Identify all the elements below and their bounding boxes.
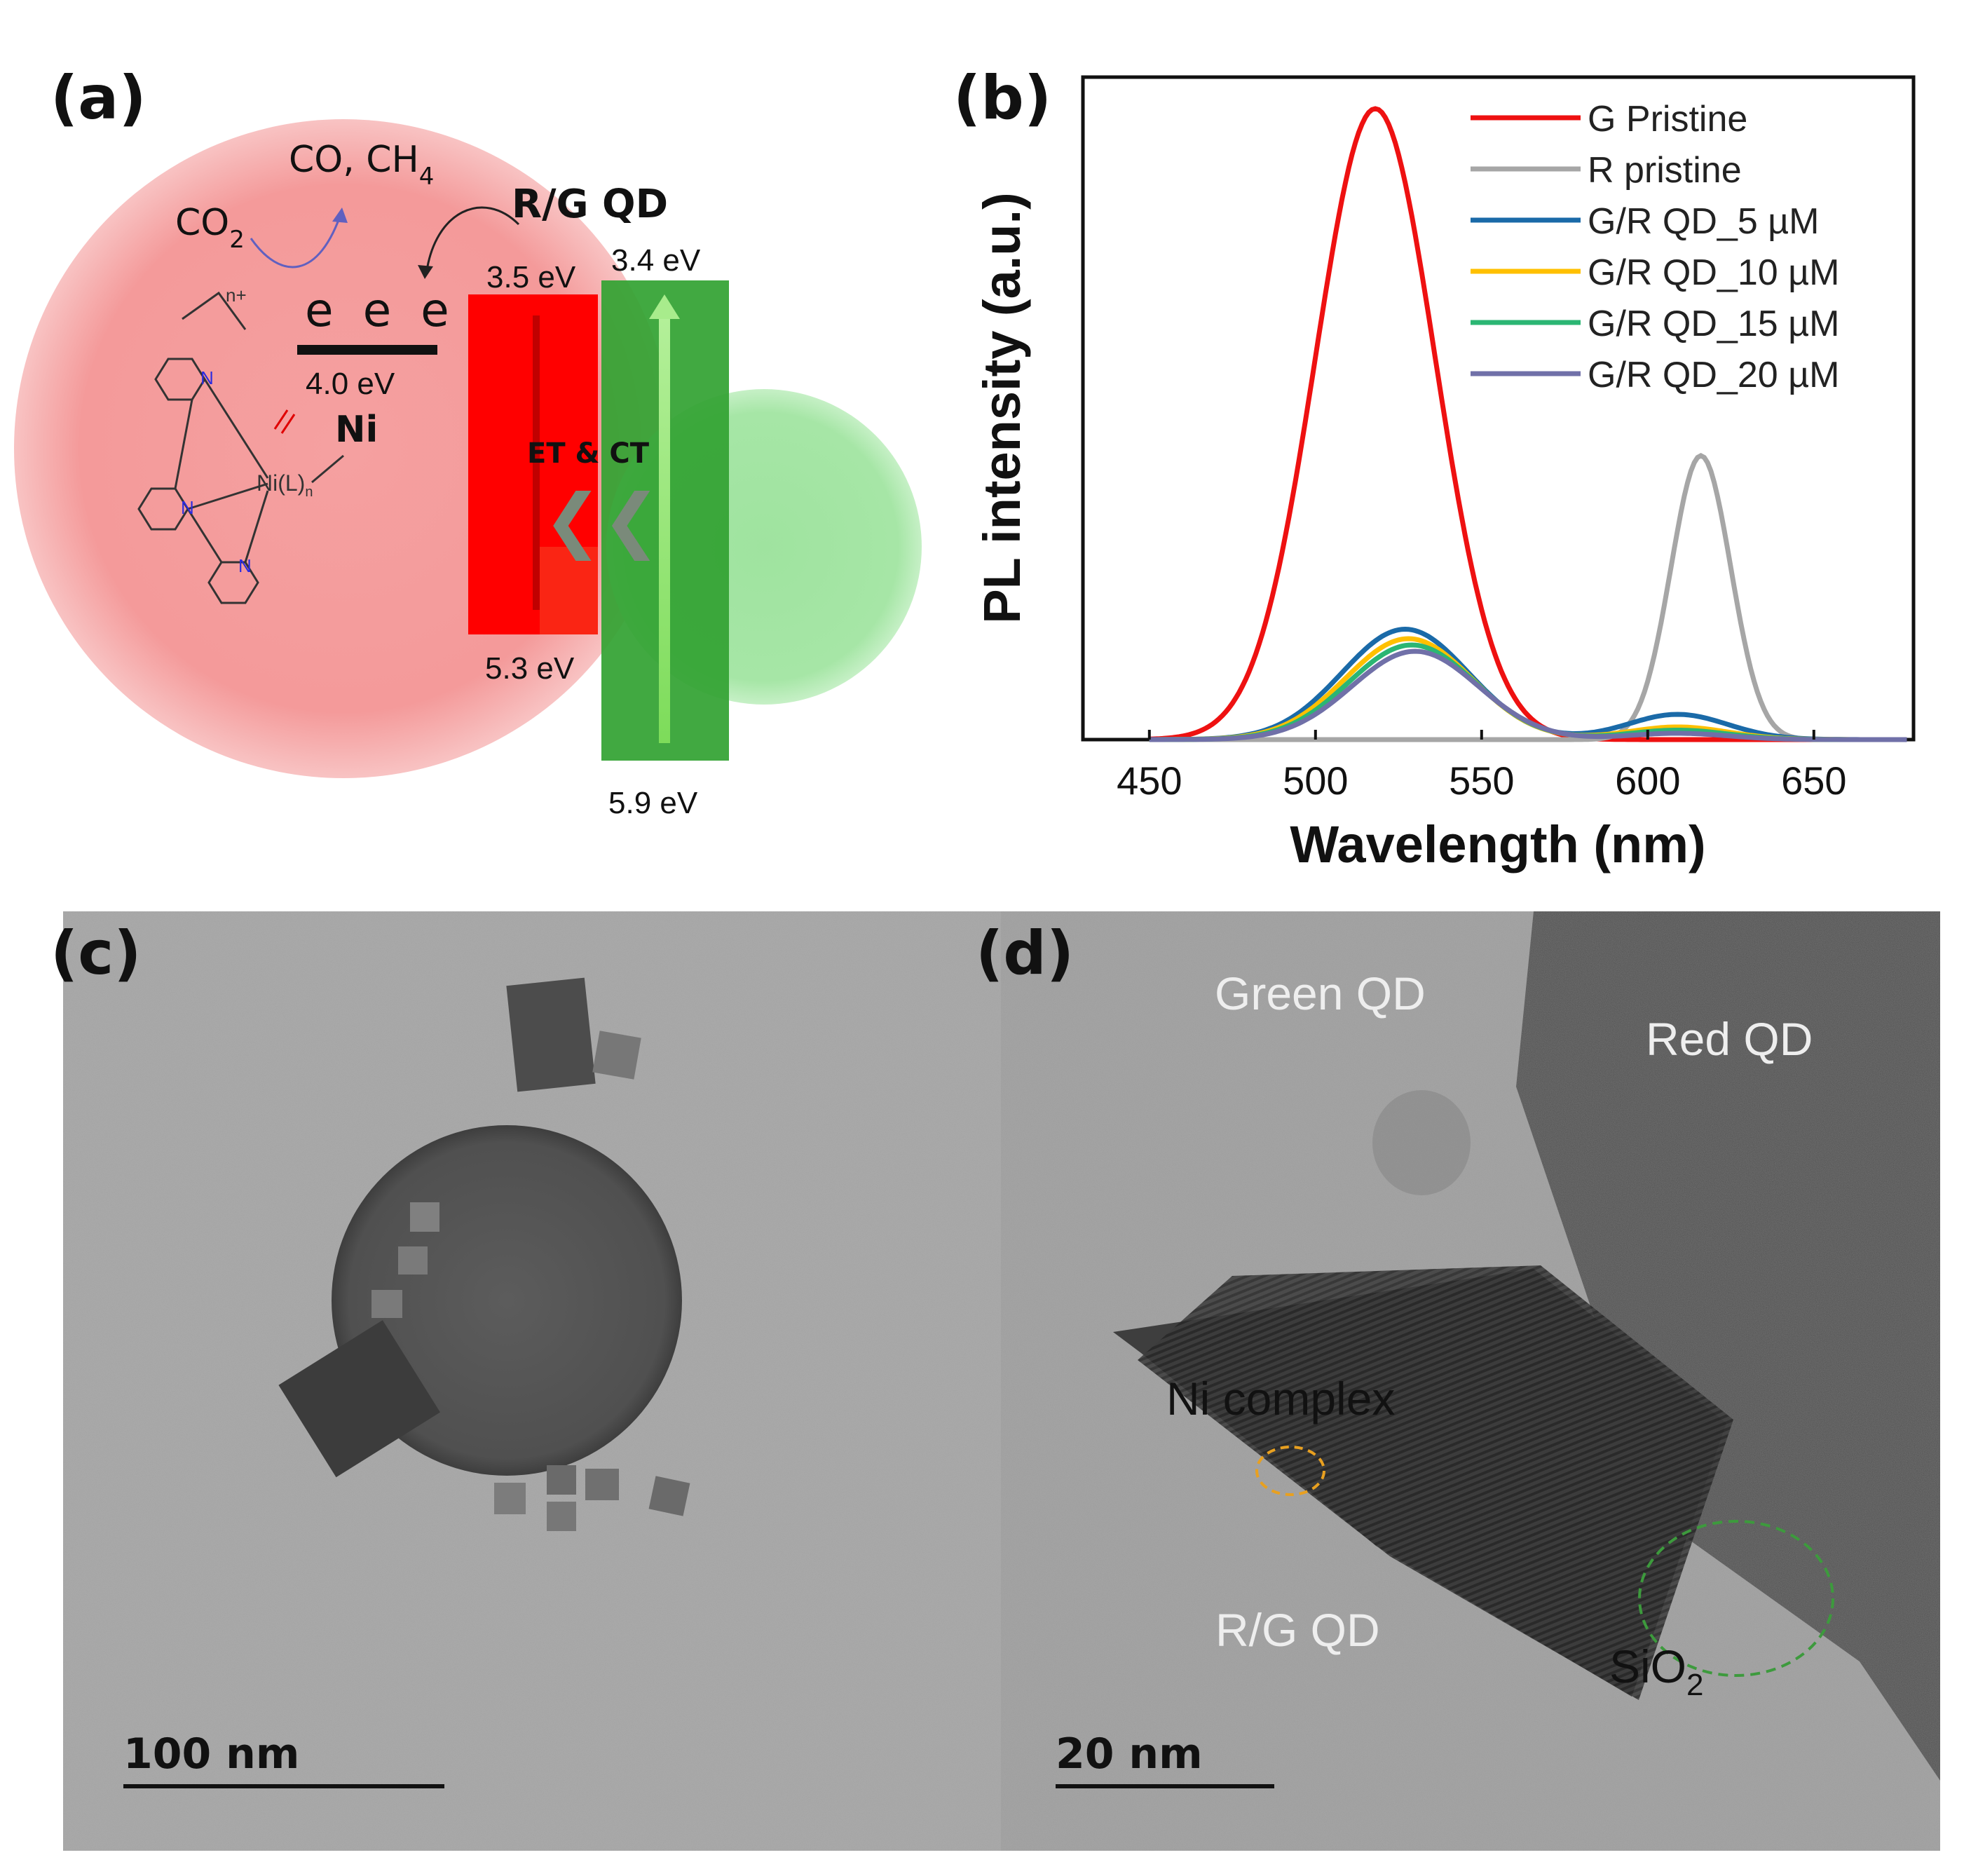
tem-image-c: 100 nm xyxy=(63,911,1002,1851)
y-axis-label: PL intensity (a.u.) xyxy=(973,192,1031,623)
x-tick-label: 600 xyxy=(1615,759,1680,803)
tem-image-d: Green QD Red QD Ni complex R/G QD SiO2 2… xyxy=(1001,911,1940,1851)
scale-bar xyxy=(1056,1784,1274,1788)
rg-qd-crystal xyxy=(1138,1265,1733,1700)
x-tick-label: 650 xyxy=(1781,759,1846,803)
legend-label-2: G/R QD_5 µM xyxy=(1588,201,1819,242)
legend-label-0: G Pristine xyxy=(1588,99,1747,140)
x-tick-label: 500 xyxy=(1283,759,1348,803)
ni-level: 4.0 eV xyxy=(306,367,395,401)
reduction-arrow xyxy=(250,210,343,269)
pl-chart: 450 500 550 600 650 G Pristine R pristine G/R … xyxy=(973,75,1916,874)
series-line-5 xyxy=(1149,648,1907,742)
charge-label: n+ xyxy=(226,285,247,306)
qd-title: R/G QD xyxy=(512,182,668,227)
scale-bar xyxy=(123,1784,444,1788)
nitrogen-atom: N xyxy=(238,555,252,576)
electrons: e e e xyxy=(305,283,449,337)
ni-complex-label: Ni complex xyxy=(1166,1373,1395,1425)
x-tick-label: 550 xyxy=(1449,759,1514,803)
scale-bar-label: 100 nm xyxy=(123,1729,299,1779)
red-cb-level: 3.5 eV xyxy=(486,260,576,294)
nitrogen-atom: N xyxy=(200,367,214,388)
legend-label-1: R pristine xyxy=(1588,150,1742,191)
x-tick-label: 450 xyxy=(1117,759,1182,803)
series-line-1 xyxy=(1149,453,1907,742)
panel-label-b: (b) xyxy=(953,63,1052,133)
transfer-chevron-icon: ❮❮ xyxy=(543,479,661,562)
rg-qd-label: R/G QD xyxy=(1215,1604,1380,1656)
ni-complex-structure xyxy=(137,291,344,604)
x-axis-label: Wavelength (nm) xyxy=(1290,815,1705,874)
qd-cube xyxy=(278,1320,440,1478)
legend-label-5: G/R QD_20 µM xyxy=(1588,355,1839,395)
ni-center-label: Ni(L)n xyxy=(257,470,313,500)
legend-label-4: G/R QD_15 µM xyxy=(1588,304,1839,344)
qd-cube xyxy=(592,1031,641,1080)
plot-frame xyxy=(1081,75,1916,742)
legend-label-3: G/R QD_10 µM xyxy=(1588,252,1839,293)
red-vb-level: 5.3 eV xyxy=(485,651,575,686)
panel-label-a: (a) xyxy=(50,63,146,133)
red-qd-label: Red QD xyxy=(1646,1013,1813,1065)
panel-label-d: (d) xyxy=(976,918,1075,988)
nitrogen-atom: N xyxy=(181,497,194,518)
ni-complex-marker xyxy=(1255,1446,1325,1496)
ni-label: Ni xyxy=(335,409,378,451)
green-band-arrow xyxy=(659,312,670,743)
transfer-label: ET & CT xyxy=(527,437,650,470)
green-vb-level: 5.9 eV xyxy=(608,786,698,820)
scale-bar-label: 20 nm xyxy=(1056,1729,1203,1779)
green-cb-level: 3.4 eV xyxy=(611,243,701,278)
energy-schematic: ❮❮ 3.5 eV 3.4 eV 5.3 eV 5.9 eV ET & CT R… xyxy=(14,119,922,820)
panel-label-c: (c) xyxy=(50,918,142,988)
sio2-label: SiO2 xyxy=(1609,1640,1704,1702)
ni-level-bar xyxy=(297,345,437,355)
products-label: CO, CH4 xyxy=(289,139,434,191)
electron-transfer-arrow xyxy=(425,206,520,276)
green-qd-label: Green QD xyxy=(1215,967,1426,1019)
co2-label: CO2 xyxy=(175,202,245,254)
sio2-marker xyxy=(1638,1520,1834,1677)
qd-cube xyxy=(506,977,596,1092)
